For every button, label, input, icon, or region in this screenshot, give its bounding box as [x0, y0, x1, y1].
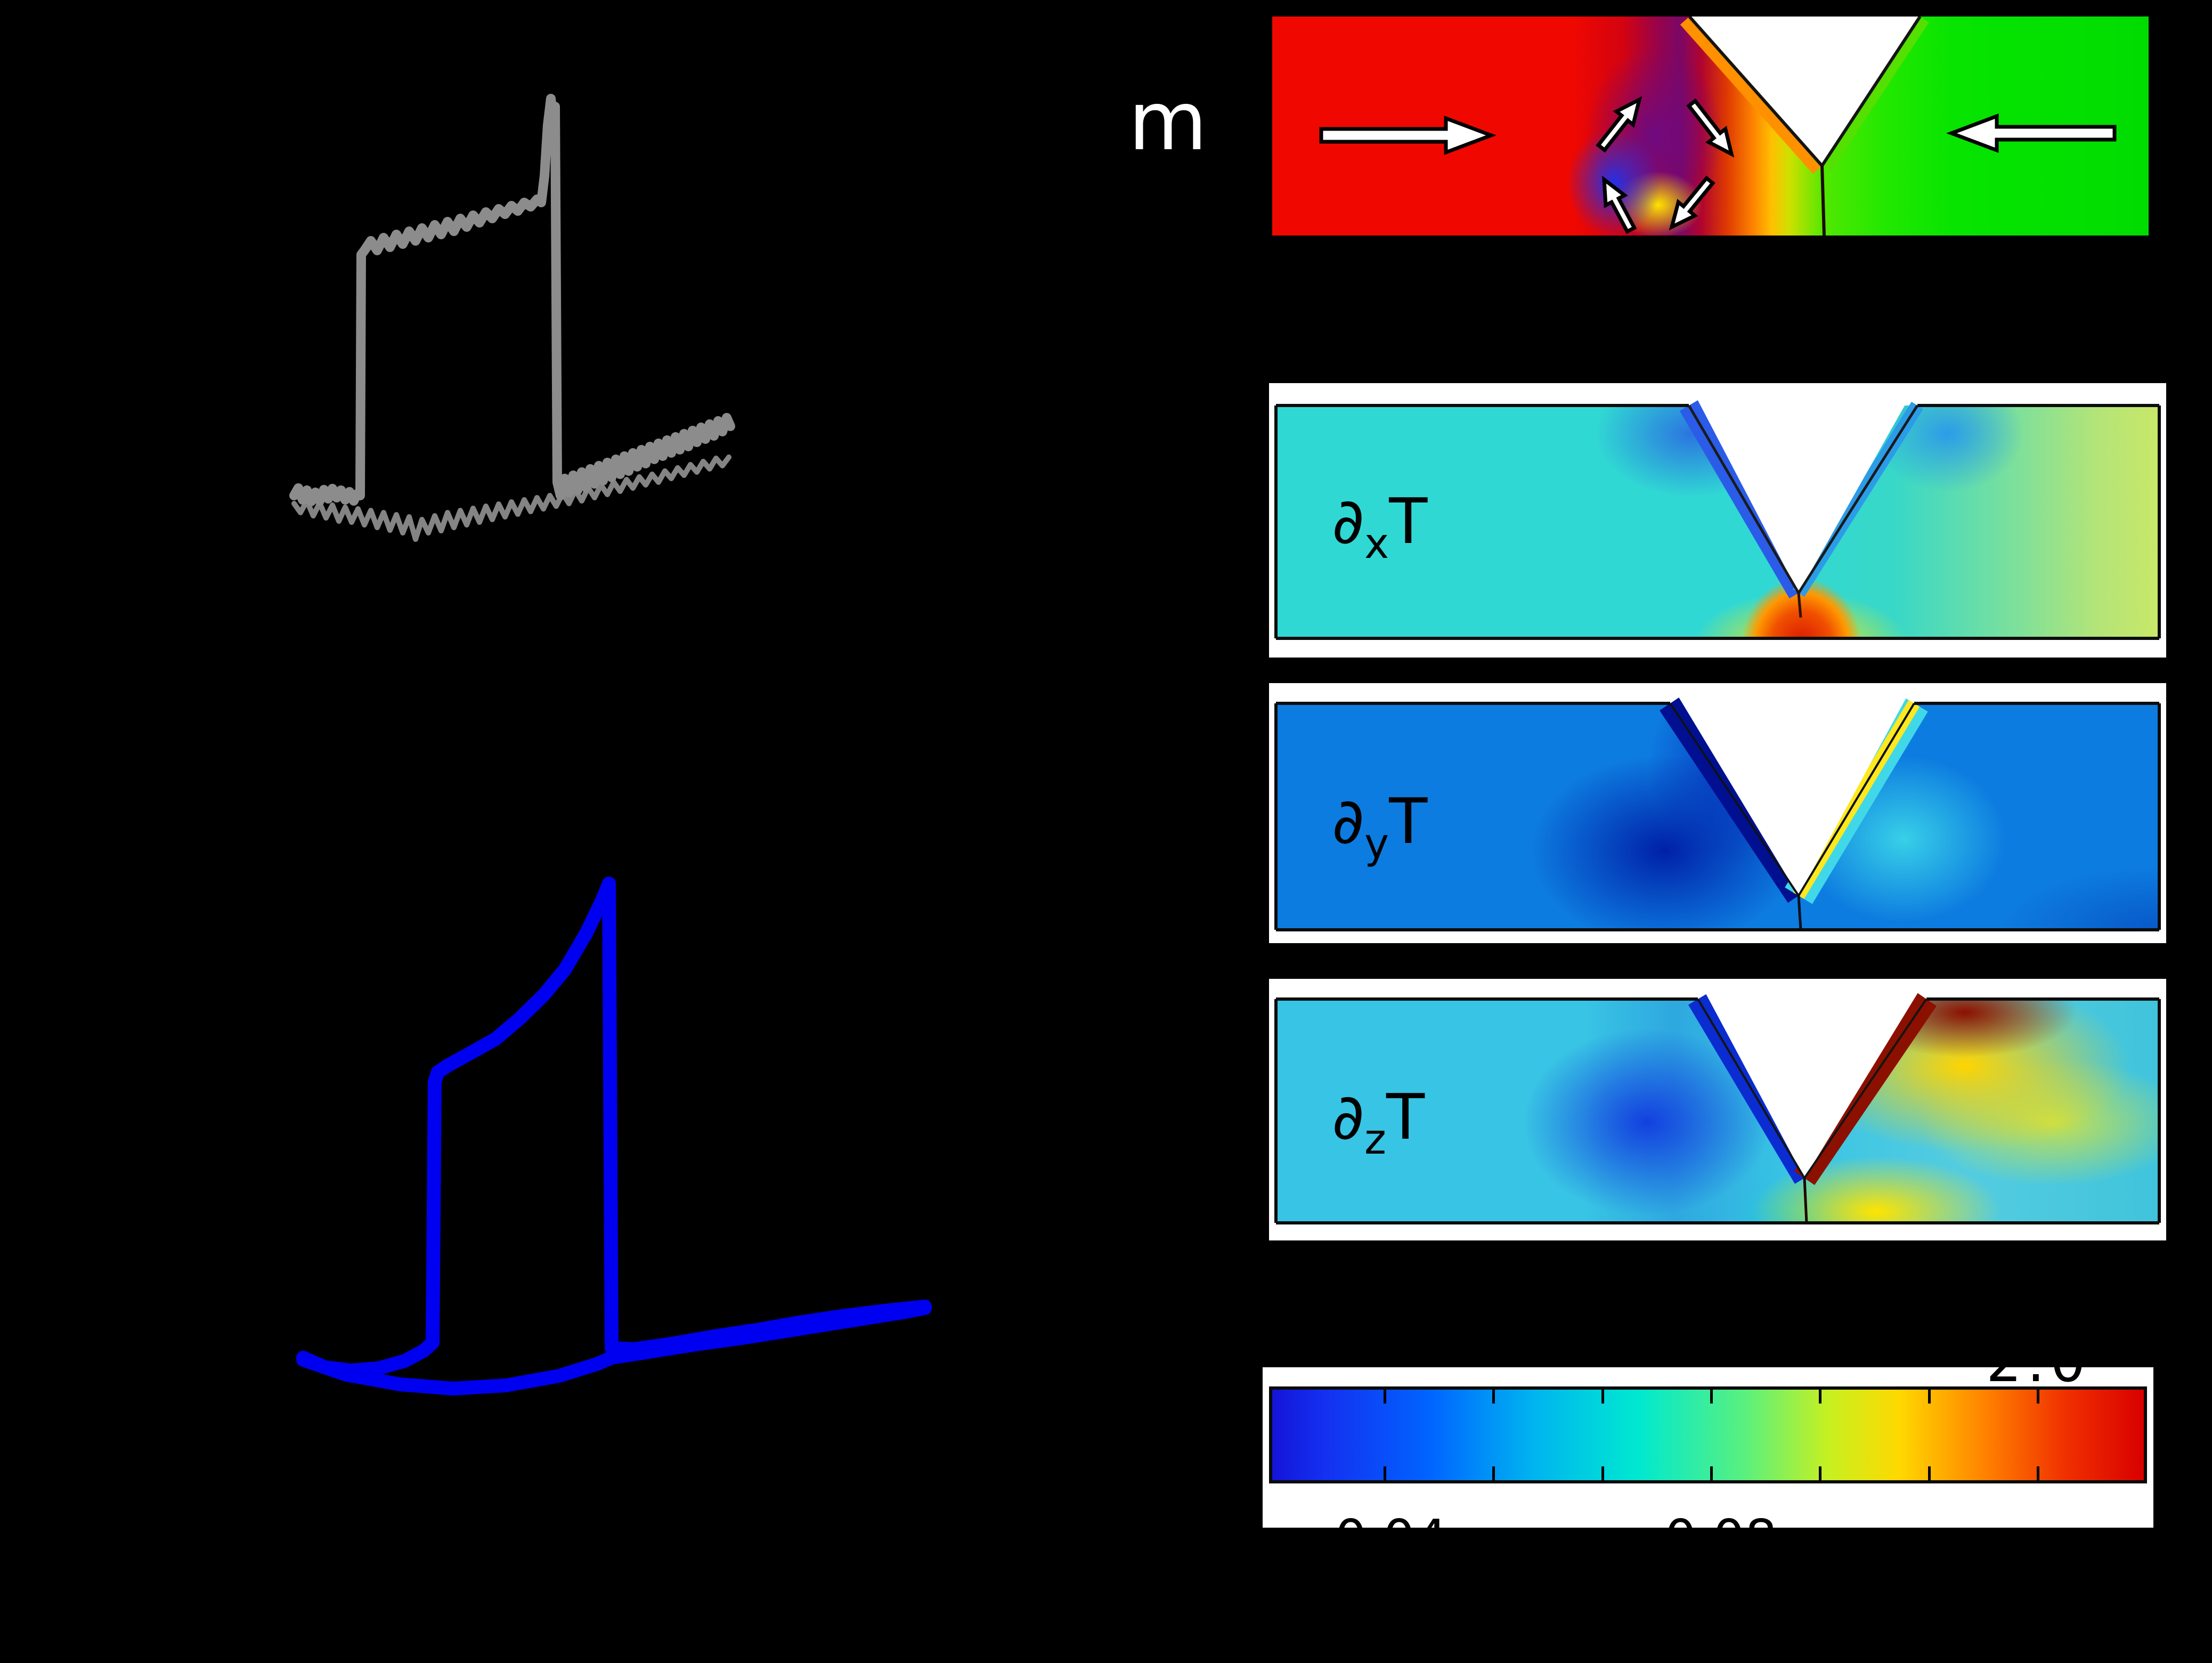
heatmap-dxT-panel: ∂xT	[1269, 383, 2166, 658]
magnetization-panel-title: m	[1128, 74, 1208, 168]
v-notch	[1689, 17, 1920, 166]
arrow-se	[1686, 98, 1735, 158]
colorbar-tick	[1601, 1466, 1604, 1480]
gray-baseline-trace	[291, 455, 731, 542]
partial-symbol: ∂	[1332, 784, 1365, 858]
colorbar-tick	[1384, 1466, 1386, 1480]
colorbar-tick	[1492, 1466, 1495, 1480]
heatmap-dyT-panel: ∂yT	[1269, 683, 2166, 943]
colorbar: 0.04 0.08 2.0	[1263, 1367, 2153, 1528]
dxT-notch-overlay	[1274, 383, 2161, 640]
colorbar-tick	[1710, 1466, 1713, 1480]
colorbar-tick	[2037, 1466, 2039, 1480]
dyT-label: ∂yT	[1332, 790, 1427, 865]
dyT-notch-overlay	[1274, 683, 2161, 931]
v-notch	[1698, 979, 1926, 1178]
colorbar-tick	[1384, 1390, 1386, 1404]
heatmap-dzT-panel: ∂zT	[1269, 979, 2166, 1240]
colorbar-top-label-clipped: 2.0	[1986, 1367, 2091, 1390]
subscript-z: z	[1364, 1116, 1386, 1164]
arrow-left	[1946, 113, 2117, 153]
dxT-label: ∂xT	[1332, 490, 1427, 565]
colorbar-tick-label-mid-clipped: 0.08	[1664, 1514, 1777, 1528]
magnetization-notch-and-arrows-overlay	[1319, 17, 2117, 236]
blue-pulse-trace	[296, 877, 932, 1377]
colorbar-tick	[1601, 1390, 1604, 1404]
arrow-ne	[1596, 96, 1642, 153]
partial-symbol: ∂	[1332, 1080, 1365, 1154]
arrow-sw	[1669, 175, 1715, 231]
dzT-notch-overlay	[1274, 979, 2161, 1224]
v-notch	[1670, 683, 1914, 896]
partial-symbol: ∂	[1332, 484, 1365, 558]
colorbar-tick-label-left-clipped: 0.04	[1335, 1514, 1447, 1528]
T-symbol: T	[1386, 1080, 1425, 1154]
v-notch	[1689, 383, 1917, 593]
arrow-right	[1319, 115, 1497, 156]
heatmap-magnetization-panel	[1272, 17, 2149, 236]
gray-pulse-trace	[289, 94, 735, 506]
colorbar-tick	[1819, 1466, 1821, 1480]
colorbar-tick	[1928, 1390, 1931, 1404]
T-symbol: T	[1389, 484, 1428, 558]
colorbar-tick	[2037, 1390, 2039, 1404]
colorbar-tick	[1710, 1390, 1713, 1404]
dzT-label: ∂zT	[1332, 1085, 1425, 1161]
colorbar-gradient	[1269, 1386, 2147, 1483]
colorbar-tick	[1492, 1390, 1495, 1404]
subscript-y: y	[1364, 820, 1389, 868]
arrow-nw	[1602, 175, 1637, 234]
colorbar-tick	[1928, 1466, 1931, 1480]
subscript-x: x	[1364, 520, 1389, 568]
T-symbol: T	[1389, 784, 1428, 858]
colorbar-tick	[1819, 1390, 1821, 1404]
